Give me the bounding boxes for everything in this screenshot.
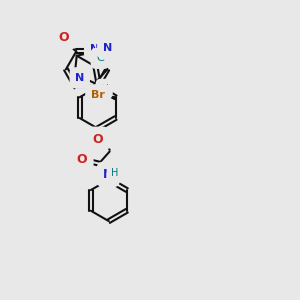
Text: N: N	[75, 73, 84, 83]
Text: O: O	[77, 153, 87, 166]
Text: H: H	[100, 84, 108, 94]
Text: N: N	[103, 168, 113, 181]
Text: C: C	[96, 53, 104, 63]
Text: N: N	[89, 44, 99, 53]
Text: H: H	[96, 41, 103, 51]
Text: H: H	[112, 168, 119, 178]
Text: O: O	[92, 133, 103, 146]
Text: Br: Br	[91, 90, 105, 100]
Text: N: N	[103, 43, 112, 53]
Text: O: O	[58, 31, 69, 44]
